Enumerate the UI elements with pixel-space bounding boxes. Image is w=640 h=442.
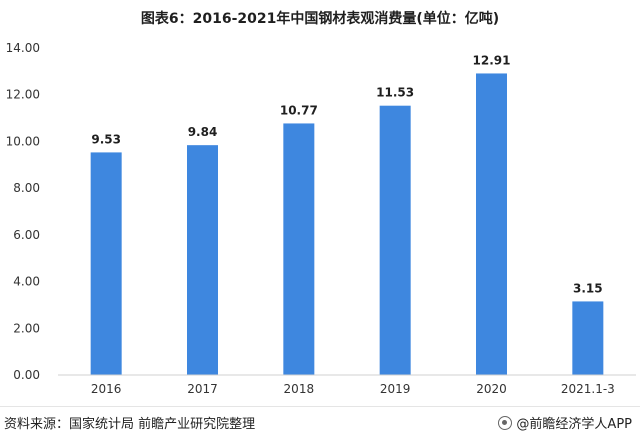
chart-title: 图表6：2016-2021年中国钢材表观消费量(单位：亿吨)	[140, 11, 500, 27]
bars	[90, 73, 604, 376]
bar	[572, 301, 604, 375]
data-label: 9.53	[91, 132, 121, 146]
data-label: 3.15	[573, 281, 603, 295]
data-label: 10.77	[280, 103, 318, 117]
y-tick-label: 2.00	[13, 321, 40, 335]
y-axis-ticks: 0.00 2.00 4.00 6.00 8.00 10.00 12.00 14.00	[6, 41, 40, 382]
data-labels: 9.53 9.84 10.77 11.53 12.91 3.15	[91, 53, 602, 295]
data-label: 9.84	[188, 125, 218, 139]
x-tick-label: 2020	[476, 382, 507, 396]
source-note: 资料来源：国家统计局 前瞻产业研究院整理	[4, 417, 256, 432]
bar	[283, 123, 315, 375]
footer-divider	[0, 406, 640, 407]
y-tick-label: 4.00	[13, 275, 40, 289]
bar	[90, 152, 122, 375]
brand-logo-icon	[498, 415, 513, 430]
y-tick-label: 0.00	[13, 368, 40, 382]
x-tick-label: 2018	[284, 382, 315, 396]
y-tick-label: 6.00	[13, 228, 40, 242]
bar	[476, 73, 507, 375]
brand-tag: @前瞻经济学人APP	[498, 413, 632, 432]
x-axis-ticks: 2016 2017 2018 2019 2020 2021.1-3	[91, 382, 615, 396]
y-tick-label: 14.00	[6, 41, 40, 55]
data-label: 12.91	[473, 53, 511, 67]
data-label: 11.53	[376, 86, 414, 100]
bar	[187, 145, 218, 375]
bar-chart: 0.00 2.00 4.00 6.00 8.00 10.00 12.00 14.00 2016…	[6, 41, 636, 396]
x-tick-label: 2017	[187, 382, 218, 396]
y-tick-label: 10.00	[6, 134, 40, 148]
bar	[379, 105, 411, 376]
y-tick-label: 8.00	[13, 181, 40, 195]
brand-text: @前瞻经济学人APP	[516, 417, 632, 432]
x-tick-label: 2021.1-3	[561, 382, 615, 396]
x-tick-label: 2019	[380, 382, 411, 396]
x-tick-label: 2016	[91, 382, 122, 396]
y-tick-label: 12.00	[6, 88, 40, 102]
